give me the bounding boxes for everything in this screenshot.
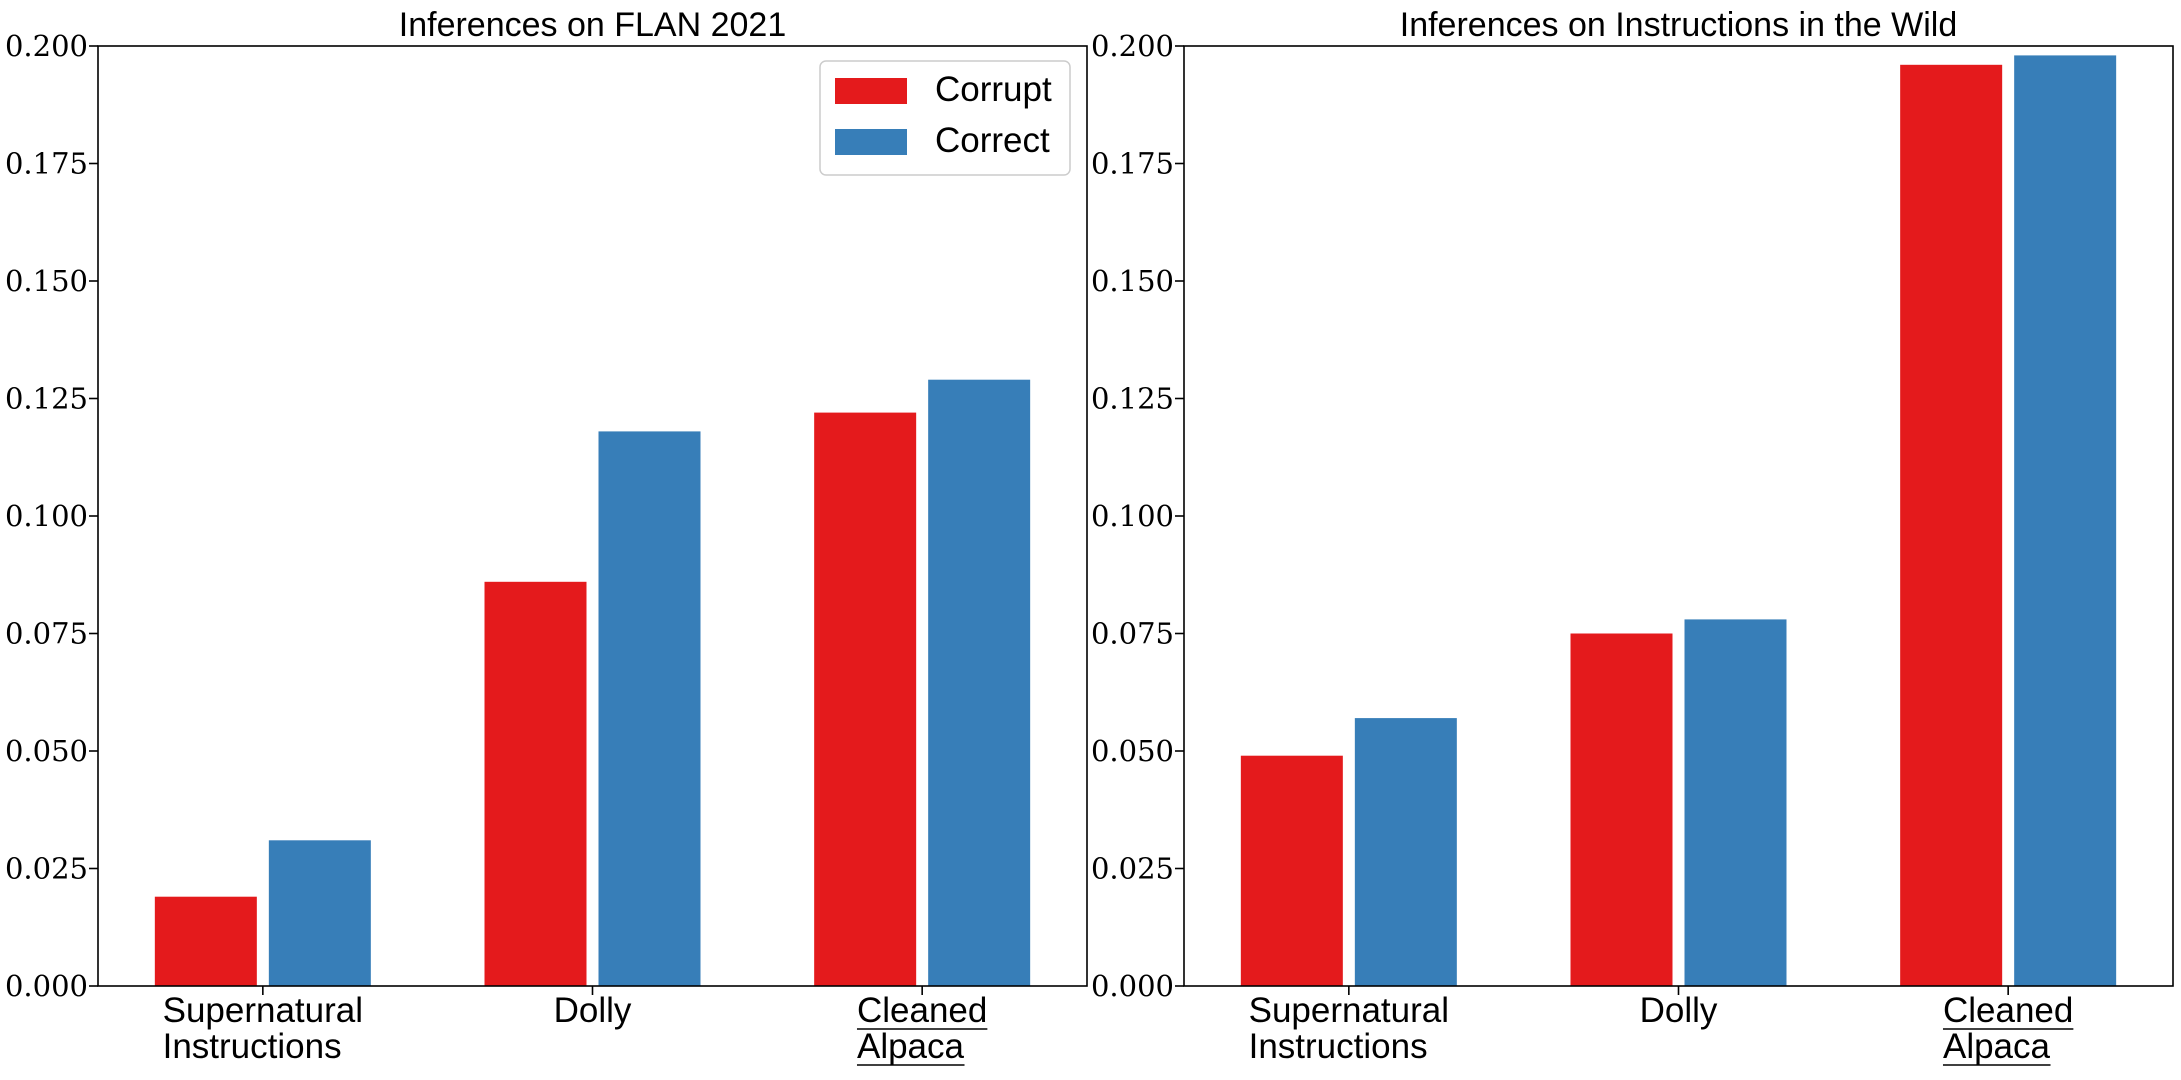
y-tick-label-1: 0.025 [5,852,88,886]
y-tick-label-8: 0.200 [1091,29,1174,63]
x-tick-label-1-0: Dolly [1640,991,1718,1030]
legend-swatch-corrupt [835,78,907,104]
bar-correct-2 [2014,55,2117,986]
bar-correct-0 [1354,718,1457,986]
y-tick-label-2: 0.050 [1091,734,1174,768]
y-tick-label-5: 0.125 [1091,382,1174,416]
bar-corrupt-0 [154,896,257,986]
bar-correct-2 [928,379,1031,986]
x-tick-label-0-1: Instructions [1249,1027,1428,1066]
x-tick-label-0-0: Supernatural [163,991,363,1030]
bar-correct-0 [268,840,371,986]
bar-corrupt-0 [1240,755,1343,986]
x-tick-label-2-1: Alpaca [857,1027,965,1066]
bar-corrupt-2 [1900,64,2003,987]
x-tick-label-2-1: Alpaca [1943,1027,2051,1066]
bar-corrupt-1 [1570,633,1673,986]
bar-correct-1 [1684,619,1787,986]
legend: Corrupt Correct [819,60,1071,176]
y-tick-label-3: 0.075 [1091,617,1174,651]
y-tick-label-1: 0.025 [1091,852,1174,886]
legend-swatch-correct [835,129,907,155]
y-tick-label-3: 0.075 [5,617,88,651]
x-tick-label-2-0: Cleaned [857,991,987,1030]
chart-title: Inferences on FLAN 2021 [399,6,786,44]
y-tick-label-6: 0.150 [1091,264,1174,298]
bar-corrupt-1 [484,581,587,986]
bar-corrupt-2 [814,412,917,987]
bar-correct-1 [598,431,701,986]
y-tick-label-5: 0.125 [5,382,88,416]
y-tick-label-2: 0.050 [5,734,88,768]
chart-panel-0: 0.000 0.025 0.050 0.075 0.100 0.125 0.150 0.175… [5,6,1088,1066]
x-tick-label-1-0: Dolly [554,991,632,1030]
y-tick-label-7: 0.175 [5,147,88,181]
x-tick-label-2-0: Cleaned [1943,991,2073,1030]
y-tick-label-4: 0.100 [5,499,88,533]
x-tick-label-0-1: Instructions [163,1027,342,1066]
legend-label-correct: Correct [935,121,1050,160]
y-tick-label-7: 0.175 [1091,147,1174,181]
y-tick-label-4: 0.100 [1091,499,1174,533]
y-tick-label-0: 0.000 [1091,969,1174,1003]
y-tick-label-8: 0.200 [5,29,88,63]
y-tick-label-0: 0.000 [5,969,88,1003]
chart-panel-1: 0.000 0.025 0.050 0.075 0.100 0.125 0.150 0.175… [1091,6,2174,1066]
chart-title: Inferences on Instructions in the Wild [1400,6,1958,44]
y-tick-label-6: 0.150 [5,264,88,298]
x-tick-label-0-0: Supernatural [1249,991,1449,1030]
legend-label-corrupt: Corrupt [935,70,1052,109]
